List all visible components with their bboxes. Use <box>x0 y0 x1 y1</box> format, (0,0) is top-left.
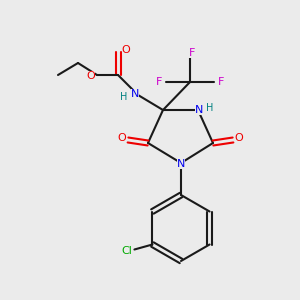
Text: F: F <box>189 48 195 58</box>
Text: O: O <box>122 45 130 55</box>
Text: O: O <box>235 133 243 143</box>
Text: N: N <box>195 105 203 115</box>
Text: H: H <box>206 103 214 113</box>
Text: O: O <box>87 71 95 81</box>
Text: N: N <box>177 159 185 169</box>
Text: F: F <box>156 77 162 87</box>
Text: Cl: Cl <box>121 247 132 256</box>
Text: F: F <box>218 77 224 87</box>
Text: H: H <box>120 92 128 102</box>
Text: O: O <box>118 133 126 143</box>
Text: N: N <box>131 89 139 99</box>
